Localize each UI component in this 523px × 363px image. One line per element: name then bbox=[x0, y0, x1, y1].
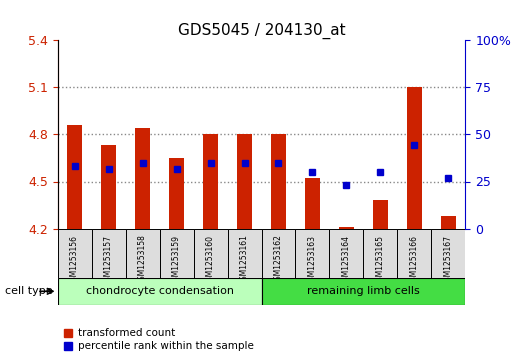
Text: GSM1253156: GSM1253156 bbox=[70, 234, 79, 286]
Bar bbox=[135, 128, 150, 229]
Bar bbox=[339, 227, 354, 229]
FancyBboxPatch shape bbox=[329, 229, 363, 278]
Text: GSM1253157: GSM1253157 bbox=[104, 234, 113, 286]
Bar bbox=[67, 125, 82, 229]
FancyBboxPatch shape bbox=[295, 229, 329, 278]
Bar bbox=[441, 216, 456, 229]
Bar bbox=[101, 145, 116, 229]
Text: GSM1253162: GSM1253162 bbox=[274, 234, 283, 285]
FancyBboxPatch shape bbox=[431, 229, 465, 278]
Bar bbox=[373, 200, 388, 229]
Text: GSM1253163: GSM1253163 bbox=[308, 234, 317, 286]
Text: chondrocyte condensation: chondrocyte condensation bbox=[86, 286, 233, 296]
Bar bbox=[237, 134, 252, 229]
FancyBboxPatch shape bbox=[58, 229, 92, 278]
Bar bbox=[169, 158, 184, 229]
Text: GSM1253166: GSM1253166 bbox=[410, 234, 419, 286]
FancyBboxPatch shape bbox=[363, 229, 397, 278]
Text: GSM1253164: GSM1253164 bbox=[342, 234, 351, 286]
Bar bbox=[271, 134, 286, 229]
Bar bbox=[203, 134, 218, 229]
Text: cell type: cell type bbox=[5, 286, 53, 296]
Text: GSM1253165: GSM1253165 bbox=[376, 234, 385, 286]
FancyBboxPatch shape bbox=[58, 278, 262, 305]
Text: remaining limb cells: remaining limb cells bbox=[307, 286, 420, 296]
Legend: transformed count, percentile rank within the sample: transformed count, percentile rank withi… bbox=[63, 328, 254, 351]
FancyBboxPatch shape bbox=[228, 229, 262, 278]
Title: GDS5045 / 204130_at: GDS5045 / 204130_at bbox=[178, 23, 345, 38]
Text: GSM1253161: GSM1253161 bbox=[240, 234, 249, 285]
Bar bbox=[407, 87, 422, 229]
Text: GSM1253158: GSM1253158 bbox=[138, 234, 147, 285]
FancyBboxPatch shape bbox=[262, 229, 295, 278]
FancyBboxPatch shape bbox=[397, 229, 431, 278]
FancyBboxPatch shape bbox=[160, 229, 194, 278]
FancyBboxPatch shape bbox=[194, 229, 228, 278]
Text: GSM1253167: GSM1253167 bbox=[444, 234, 453, 286]
FancyBboxPatch shape bbox=[262, 278, 465, 305]
FancyBboxPatch shape bbox=[92, 229, 126, 278]
Text: GSM1253159: GSM1253159 bbox=[172, 234, 181, 286]
Bar bbox=[305, 178, 320, 229]
Text: GSM1253160: GSM1253160 bbox=[206, 234, 215, 286]
FancyBboxPatch shape bbox=[126, 229, 160, 278]
